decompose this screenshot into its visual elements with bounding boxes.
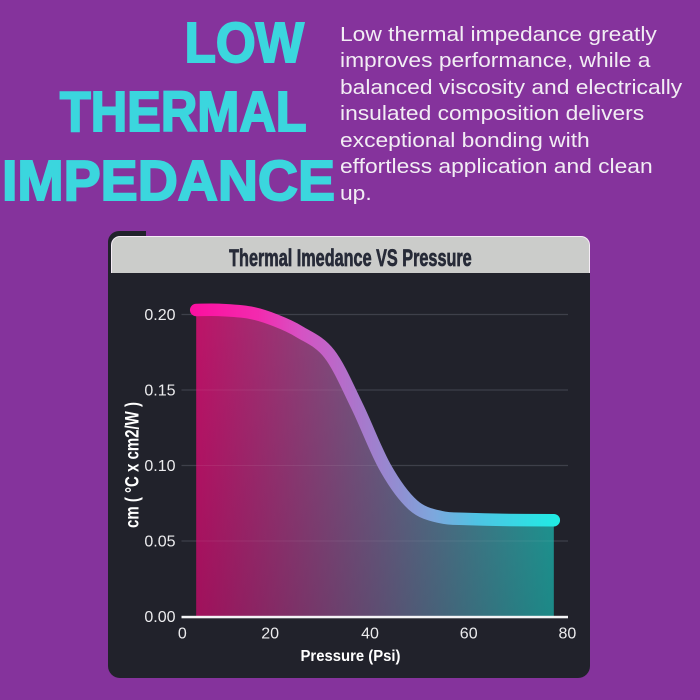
- svg-text:cm ( °C x cm2/W ): cm ( °C x cm2/W ): [122, 402, 143, 528]
- svg-text:Pressure (Psi): Pressure (Psi): [301, 648, 401, 665]
- svg-text:0: 0: [178, 626, 187, 643]
- svg-text:40: 40: [361, 626, 379, 643]
- svg-text:80: 80: [559, 626, 577, 643]
- svg-text:0.15: 0.15: [144, 383, 175, 400]
- svg-text:0.10: 0.10: [144, 458, 175, 475]
- svg-text:0.05: 0.05: [144, 534, 175, 551]
- svg-text:0.20: 0.20: [144, 307, 175, 324]
- svg-text:0.00: 0.00: [144, 609, 175, 626]
- svg-text:20: 20: [261, 626, 279, 643]
- svg-text:60: 60: [460, 626, 478, 643]
